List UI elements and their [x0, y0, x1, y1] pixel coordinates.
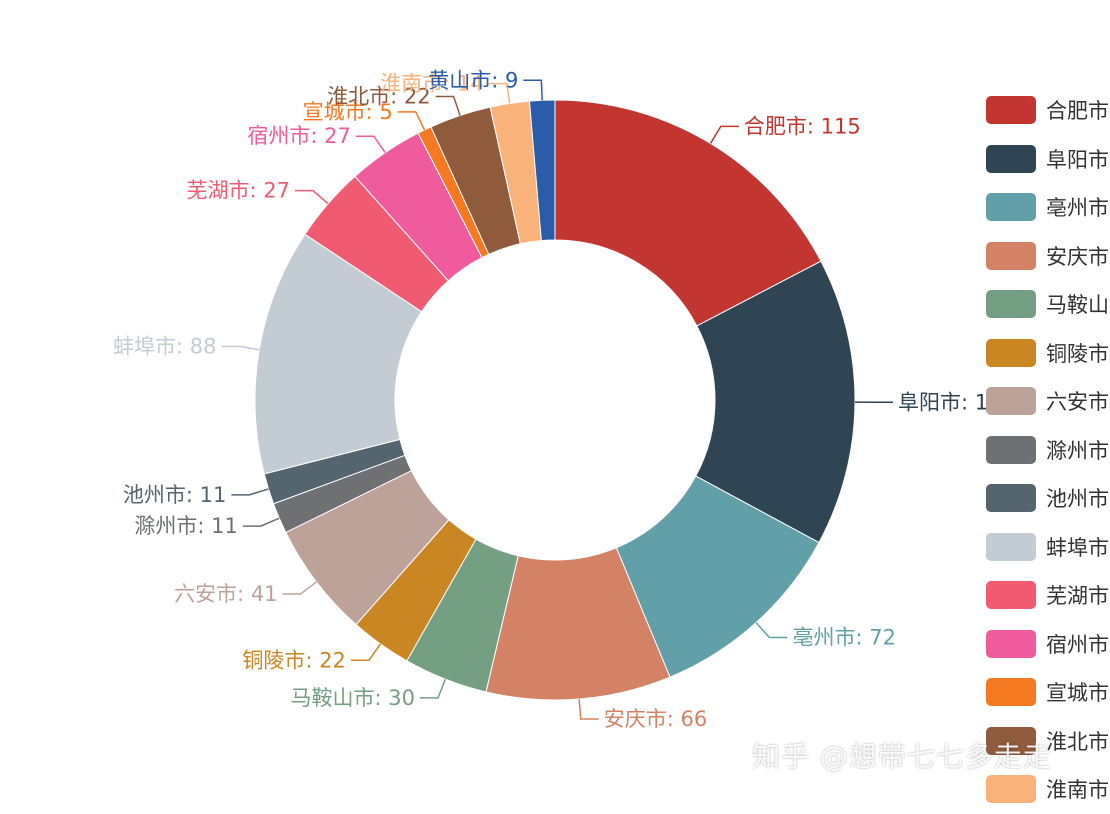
leader-line-11 [295, 191, 328, 204]
legend-label: 安庆市 [1046, 241, 1109, 271]
leader-line-4 [579, 699, 599, 719]
legend-item[interactable]: 亳州市 [986, 183, 1110, 232]
legend-item[interactable]: 宿州市 [986, 620, 1110, 669]
legend-item[interactable]: 芜湖市 [986, 571, 1110, 620]
leader-line-7 [283, 582, 317, 594]
leader-line-5 [420, 679, 445, 698]
donut-slices [255, 100, 855, 700]
slice-label-5: 马鞍山市: 30 [291, 686, 415, 710]
slice-label-7: 六安市: 41 [174, 582, 277, 606]
legend-swatch [986, 96, 1036, 124]
legend-item[interactable]: 池州市 [986, 474, 1110, 523]
legend-item[interactable]: 阜阳市 [986, 135, 1110, 184]
leader-line-13 [398, 112, 425, 130]
legend-swatch [986, 290, 1036, 318]
slice-label-6: 铜陵市: 22 [242, 648, 345, 672]
legend-label: 池州市 [1046, 483, 1109, 513]
legend-swatch [986, 145, 1036, 173]
slice-label-1: 合肥市: 115 [744, 114, 861, 138]
legend-swatch [986, 533, 1036, 561]
legend-swatch [986, 678, 1036, 706]
legend-label: 宿州市 [1046, 629, 1109, 659]
legend-label: 合肥市 [1046, 95, 1109, 125]
leader-line-14 [436, 96, 460, 115]
leader-line-6 [351, 644, 381, 660]
legend-label: 芜湖市 [1046, 580, 1109, 610]
legend: 合肥市阜阳市亳州市安庆市马鞍山市铜陵市六安市滁州市池州市蚌埠市芜湖市宿州市宣城市… [986, 86, 1110, 814]
watermark: 知乎 @想带七七多走走 [752, 735, 1052, 775]
slice-label-4: 安庆市: 66 [604, 707, 707, 731]
slice-label-9: 池州市: 11 [123, 483, 226, 507]
legend-item[interactable]: 蚌埠市 [986, 523, 1110, 572]
legend-swatch [986, 193, 1036, 221]
legend-item[interactable]: 安庆市 [986, 232, 1110, 281]
legend-label: 亳州市 [1046, 192, 1109, 222]
legend-label: 蚌埠市 [1046, 532, 1109, 562]
legend-swatch [986, 775, 1036, 803]
slice-label-11: 芜湖市: 27 [186, 179, 289, 203]
legend-label: 铜陵市 [1046, 338, 1109, 368]
legend-label: 六安市 [1046, 386, 1109, 416]
legend-swatch [986, 242, 1036, 270]
legend-label: 滁州市 [1046, 435, 1109, 465]
leader-line-12 [356, 136, 385, 152]
legend-label: 宣城市 [1046, 677, 1109, 707]
legend-swatch [986, 484, 1036, 512]
legend-swatch [986, 387, 1036, 415]
leader-line-10 [222, 346, 260, 349]
legend-swatch [986, 581, 1036, 609]
leader-line-9 [231, 489, 268, 495]
legend-item[interactable]: 六安市 [986, 377, 1110, 426]
legend-label: 阜阳市 [1046, 144, 1109, 174]
slice-label-12: 宿州市: 27 [247, 124, 350, 148]
legend-item[interactable]: 马鞍山市 [986, 280, 1110, 329]
slice-label-16: 黄山市: 9 [428, 68, 518, 92]
legend-item[interactable]: 合肥市 [986, 86, 1110, 135]
leader-line-3 [756, 623, 787, 638]
legend-swatch [986, 436, 1036, 464]
leader-line-8 [243, 518, 279, 526]
legend-item[interactable]: 宣城市 [986, 668, 1110, 717]
legend-label: 淮北市 [1046, 726, 1109, 756]
slice-label-8: 滁州市: 11 [134, 514, 237, 538]
legend-item[interactable]: 滁州市 [986, 426, 1110, 475]
legend-swatch [986, 630, 1036, 658]
slice-label-10: 蚌埠市: 88 [113, 334, 216, 358]
legend-item[interactable]: 铜陵市 [986, 329, 1110, 378]
leader-line-1 [711, 126, 739, 143]
legend-swatch [986, 339, 1036, 367]
leader-line-16 [523, 80, 542, 100]
slice-label-3: 亳州市: 72 [792, 626, 895, 650]
legend-label: 马鞍山市 [1046, 289, 1110, 319]
